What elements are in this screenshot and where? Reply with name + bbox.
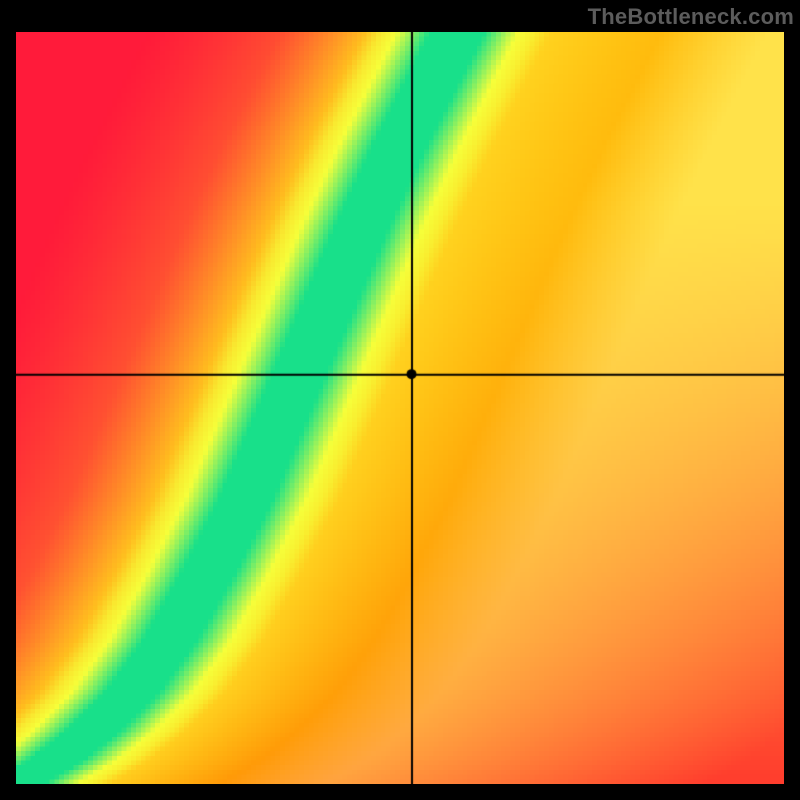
chart-container: TheBottleneck.com xyxy=(0,0,800,800)
source-watermark: TheBottleneck.com xyxy=(588,4,794,30)
bottleneck-heatmap xyxy=(16,32,784,784)
